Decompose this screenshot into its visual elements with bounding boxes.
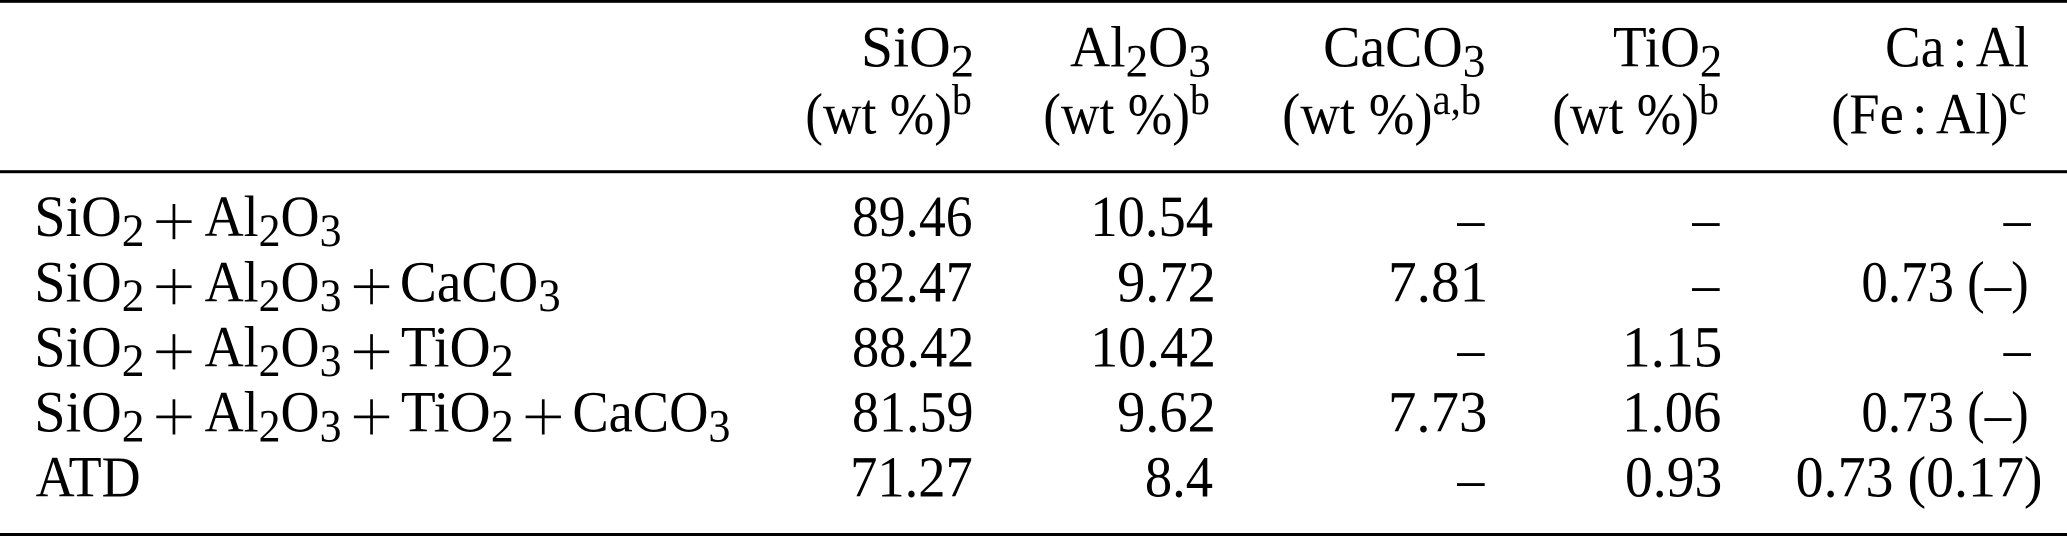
svg-text:Al2O3: Al2O3 [205, 381, 342, 452]
svg-text:(wt %)b: (wt %)b [1043, 76, 1210, 148]
svg-text:–: – [1691, 187, 1720, 251]
svg-text:0.73 (0.17): 0.73 (0.17) [1796, 446, 2043, 510]
svg-text:TiO2: TiO2 [401, 316, 514, 387]
svg-text:10.42: 10.42 [1090, 315, 1216, 379]
svg-text:(wt %)a,b: (wt %)a,b [1282, 77, 1481, 147]
svg-text:10.54: 10.54 [1090, 186, 1213, 250]
svg-text:SiO2: SiO2 [34, 185, 144, 257]
svg-text:1.15: 1.15 [1622, 316, 1722, 379]
svg-text:SiO2: SiO2 [34, 251, 144, 323]
svg-text:–: – [1456, 187, 1485, 251]
svg-text:1.06: 1.06 [1622, 381, 1721, 445]
svg-text:CaCO3: CaCO3 [572, 381, 730, 452]
svg-text:(wt %)b: (wt %)b [1552, 76, 1719, 148]
svg-text:0.73 (–): 0.73 (–) [1861, 251, 2028, 316]
svg-text:82.47: 82.47 [852, 250, 972, 314]
svg-text:Al2O3: Al2O3 [205, 316, 342, 387]
svg-text:Al2O3: Al2O3 [205, 251, 342, 322]
svg-text:–: – [1456, 447, 1485, 511]
svg-text:TiO2: TiO2 [1613, 16, 1722, 86]
svg-text:8.4: 8.4 [1145, 446, 1213, 510]
svg-text:SiO2: SiO2 [34, 316, 144, 388]
svg-text:88.42: 88.42 [852, 316, 974, 380]
svg-text:89.46: 89.46 [852, 185, 972, 249]
svg-text:Al2O3: Al2O3 [205, 185, 342, 256]
svg-text:(wt %)b: (wt %)b [805, 76, 972, 148]
svg-text:CaCO3: CaCO3 [1323, 16, 1485, 87]
svg-text:–: – [2003, 187, 2032, 251]
svg-text:TiO2: TiO2 [401, 381, 514, 452]
svg-text:7.81: 7.81 [1388, 251, 1488, 314]
svg-text:71.27: 71.27 [850, 446, 973, 510]
svg-text:–: – [1691, 252, 1720, 316]
svg-text:(Fe:Al)c: (Fe: Al)c [1831, 77, 2026, 147]
svg-text:9.72: 9.72 [1117, 251, 1216, 315]
svg-text:SiO2: SiO2 [34, 381, 144, 453]
svg-text:0.73 (–): 0.73 (–) [1861, 381, 2028, 446]
svg-text:0.93: 0.93 [1625, 446, 1722, 510]
svg-text:7.73: 7.73 [1388, 381, 1487, 445]
svg-text:–: – [1456, 317, 1485, 381]
svg-text:9.62: 9.62 [1117, 381, 1216, 445]
svg-text:81.59: 81.59 [852, 381, 973, 445]
svg-text:–: – [2003, 317, 2032, 381]
svg-text:ATD: ATD [36, 446, 141, 510]
svg-text:Ca:Al: Ca: Al [1885, 15, 2029, 80]
svg-text:CaCO3: CaCO3 [400, 250, 561, 321]
